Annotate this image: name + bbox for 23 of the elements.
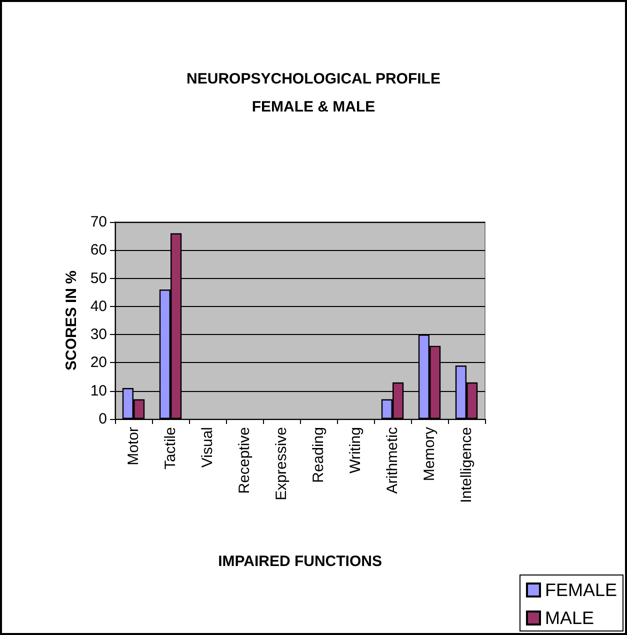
chart-title: NEUROPSYCHOLOGICAL PROFILE FEMALE & MALE: [186, 70, 440, 116]
x-tick-label: Tactile: [162, 427, 179, 470]
x-axis-title: IMPAIRED FUNCTIONS: [218, 553, 382, 570]
y-axis-title: SCORES IN %: [63, 270, 80, 371]
x-tick-label: Receptive: [236, 427, 253, 494]
y-tick-label: 0: [98, 410, 107, 428]
y-tick-label: 60: [90, 242, 107, 259]
y-tick-label: 20: [90, 354, 107, 372]
x-tick-label: Arithmetic: [384, 426, 401, 494]
y-tick-label: 30: [90, 326, 107, 344]
x-tick-label: Expressive: [273, 427, 290, 500]
x-tick-label: Visual: [199, 427, 216, 468]
y-tick-label: 70: [90, 214, 107, 230]
legend-label: FEMALE: [544, 580, 618, 600]
x-tick-label: Memory: [421, 426, 438, 482]
y-tick-label: 50: [90, 270, 107, 287]
x-tick-label: Motor: [125, 426, 142, 466]
x-tick-label: Reading: [310, 427, 327, 483]
legend-label: MALE: [544, 608, 594, 628]
y-tick-label: 40: [90, 298, 107, 315]
y-tick-label: 10: [90, 382, 107, 400]
x-tick-label: Intelligence: [458, 427, 475, 503]
x-tick-label: Writing: [347, 427, 364, 474]
